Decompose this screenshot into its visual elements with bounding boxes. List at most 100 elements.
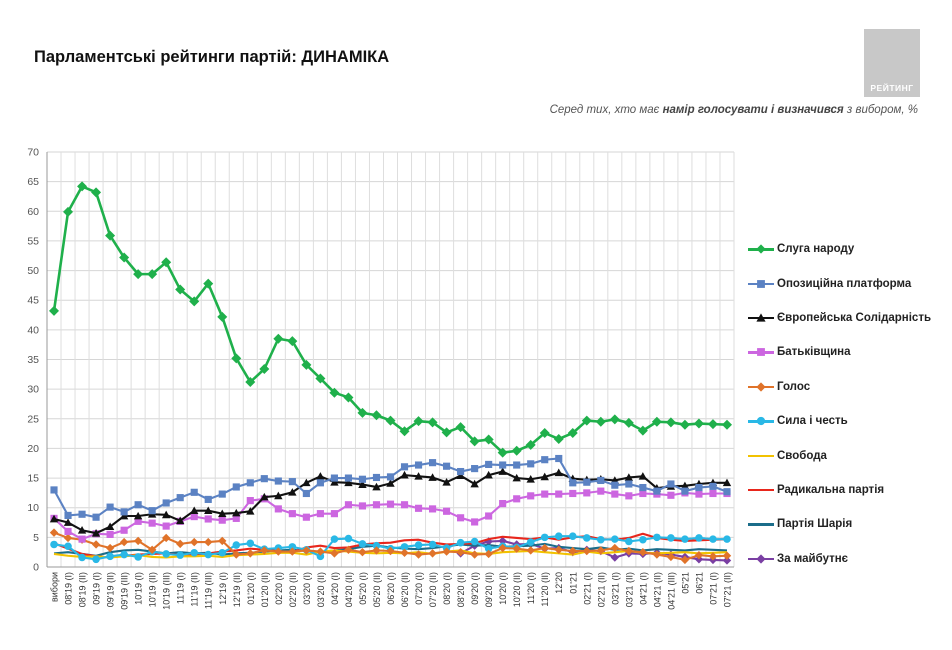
- y-tick-label: 70: [27, 147, 39, 159]
- legend-marker-shape: [757, 348, 765, 357]
- data-point: [567, 428, 578, 439]
- data-point: [78, 553, 86, 562]
- data-point: [134, 553, 142, 561]
- data-point: [120, 550, 128, 559]
- data-point: [316, 472, 325, 480]
- data-point: [78, 535, 86, 543]
- data-point: [344, 545, 353, 555]
- data-point: [428, 549, 437, 558]
- data-point: [639, 489, 647, 498]
- data-point: [133, 536, 143, 546]
- data-point: [49, 528, 59, 537]
- data-point: [64, 511, 72, 519]
- legend-marker-shape: [756, 382, 766, 392]
- data-point: [175, 516, 185, 525]
- x-tick-label: 06'20 (I): [386, 572, 396, 605]
- data-point: [400, 463, 409, 471]
- data-point: [218, 509, 227, 518]
- data-point: [484, 470, 493, 479]
- x-tick-label: 10'20 (II): [512, 572, 522, 607]
- data-point: [400, 543, 409, 551]
- legend-label: Європейська Солідарність: [777, 311, 932, 324]
- data-point: [358, 480, 367, 488]
- legend-marker-shape: [756, 313, 766, 322]
- legend-label: Сила і честь: [777, 415, 848, 428]
- data-point: [666, 552, 676, 562]
- data-point: [92, 555, 100, 564]
- data-point: [358, 547, 367, 557]
- data-point: [63, 533, 73, 543]
- data-point: [554, 545, 563, 555]
- data-point: [287, 336, 298, 347]
- data-point: [722, 551, 732, 560]
- data-point: [428, 540, 437, 549]
- data-point: [483, 434, 494, 445]
- data-point: [217, 311, 228, 322]
- data-point: [554, 532, 563, 540]
- legend-marker-shape: [757, 279, 765, 288]
- x-tick-label: 06'20 (II): [400, 572, 410, 607]
- x-tick-label: 03'20 (I): [302, 572, 312, 605]
- y-tick-label: 0: [33, 562, 39, 574]
- subtitle-bold: намір голосувати і визначився: [662, 104, 844, 116]
- data-point: [218, 516, 226, 524]
- data-point: [512, 473, 521, 482]
- data-point: [512, 544, 521, 553]
- x-tick-label: 06'21: [694, 572, 704, 594]
- data-point: [246, 539, 255, 548]
- legend-marker-shape: [756, 554, 766, 564]
- legend-item: Європейська Солідарність: [748, 301, 931, 335]
- legend-item: Опозиційна платформа: [748, 266, 931, 300]
- data-point: [611, 535, 619, 543]
- data-point: [569, 479, 577, 487]
- legend-item: Сила і честь: [748, 404, 931, 438]
- data-point: [92, 513, 100, 521]
- data-point: [274, 547, 283, 556]
- data-point: [498, 467, 507, 475]
- data-point: [428, 473, 437, 481]
- data-point: [175, 539, 185, 549]
- data-point: [681, 487, 689, 495]
- data-point: [414, 541, 423, 549]
- x-tick-label: 10'19 (II): [148, 572, 158, 607]
- data-point: [695, 483, 703, 492]
- series-2: [49, 467, 732, 537]
- x-tick-label: 07'20 (II): [428, 572, 438, 607]
- series-line: [52, 185, 728, 454]
- data-point: [455, 422, 466, 433]
- data-point: [723, 535, 731, 543]
- data-point: [385, 415, 396, 426]
- data-point: [190, 513, 198, 521]
- legend-item: Партія Шарія: [748, 507, 931, 541]
- data-point: [414, 461, 423, 469]
- legend-marker: [757, 279, 765, 288]
- x-tick-label: 11'19 (II): [190, 572, 200, 607]
- data-point: [707, 419, 718, 430]
- x-tick-label: вибори: [50, 572, 60, 602]
- data-point: [667, 534, 675, 542]
- x-tick-label: 10'19 (III): [162, 572, 172, 610]
- x-tick-label: 05'20 (II): [372, 572, 382, 607]
- rating-logo: РЕЙТИНГ: [864, 29, 920, 97]
- data-point: [555, 454, 563, 463]
- data-point: [343, 392, 354, 403]
- y-tick-label: 60: [27, 206, 39, 218]
- x-tick-label: 07'21 (I): [708, 572, 718, 605]
- data-point: [358, 540, 367, 548]
- data-point: [372, 546, 381, 555]
- y-tick-label: 40: [27, 324, 39, 336]
- data-point: [723, 488, 731, 496]
- data-point: [679, 419, 690, 430]
- data-point: [526, 538, 535, 546]
- x-tick-label: 05'21: [680, 572, 690, 594]
- data-point: [288, 510, 296, 518]
- x-tick-label: 04'21 (III): [666, 572, 676, 610]
- data-point: [539, 428, 550, 439]
- data-point: [91, 187, 102, 198]
- legend-marker: [756, 417, 766, 426]
- legend-swatch: [748, 414, 774, 428]
- data-point: [597, 487, 605, 495]
- x-tick-label: 04'21 (II): [652, 572, 662, 607]
- data-point: [316, 510, 324, 518]
